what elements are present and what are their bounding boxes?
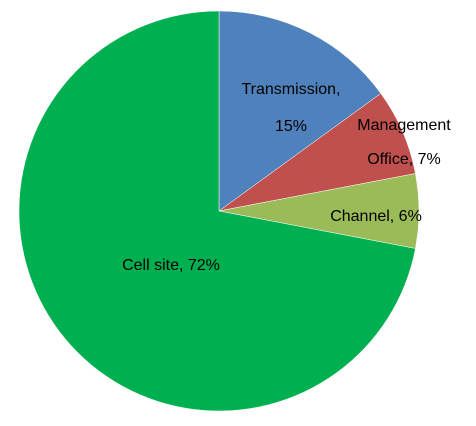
data-label-cell-site-line-1: Cell site, 72% bbox=[122, 257, 220, 274]
labels-group: Transmission, 15% Management Office, 7% Chan… bbox=[122, 81, 451, 274]
data-label-channel-line-1: Channel, 6% bbox=[330, 208, 422, 225]
pie-slice-cell-site bbox=[18, 10, 416, 412]
slices-group bbox=[18, 10, 420, 412]
data-label-transmission-line-1: Transmission, bbox=[242, 81, 341, 98]
data-label-management-office-line-1: Management bbox=[357, 117, 451, 134]
data-label-management-office-line-2: Office, 7% bbox=[367, 151, 441, 168]
pie-slice-transmission bbox=[218, 10, 382, 212]
data-label-transmission-line-2: 15% bbox=[275, 118, 307, 135]
